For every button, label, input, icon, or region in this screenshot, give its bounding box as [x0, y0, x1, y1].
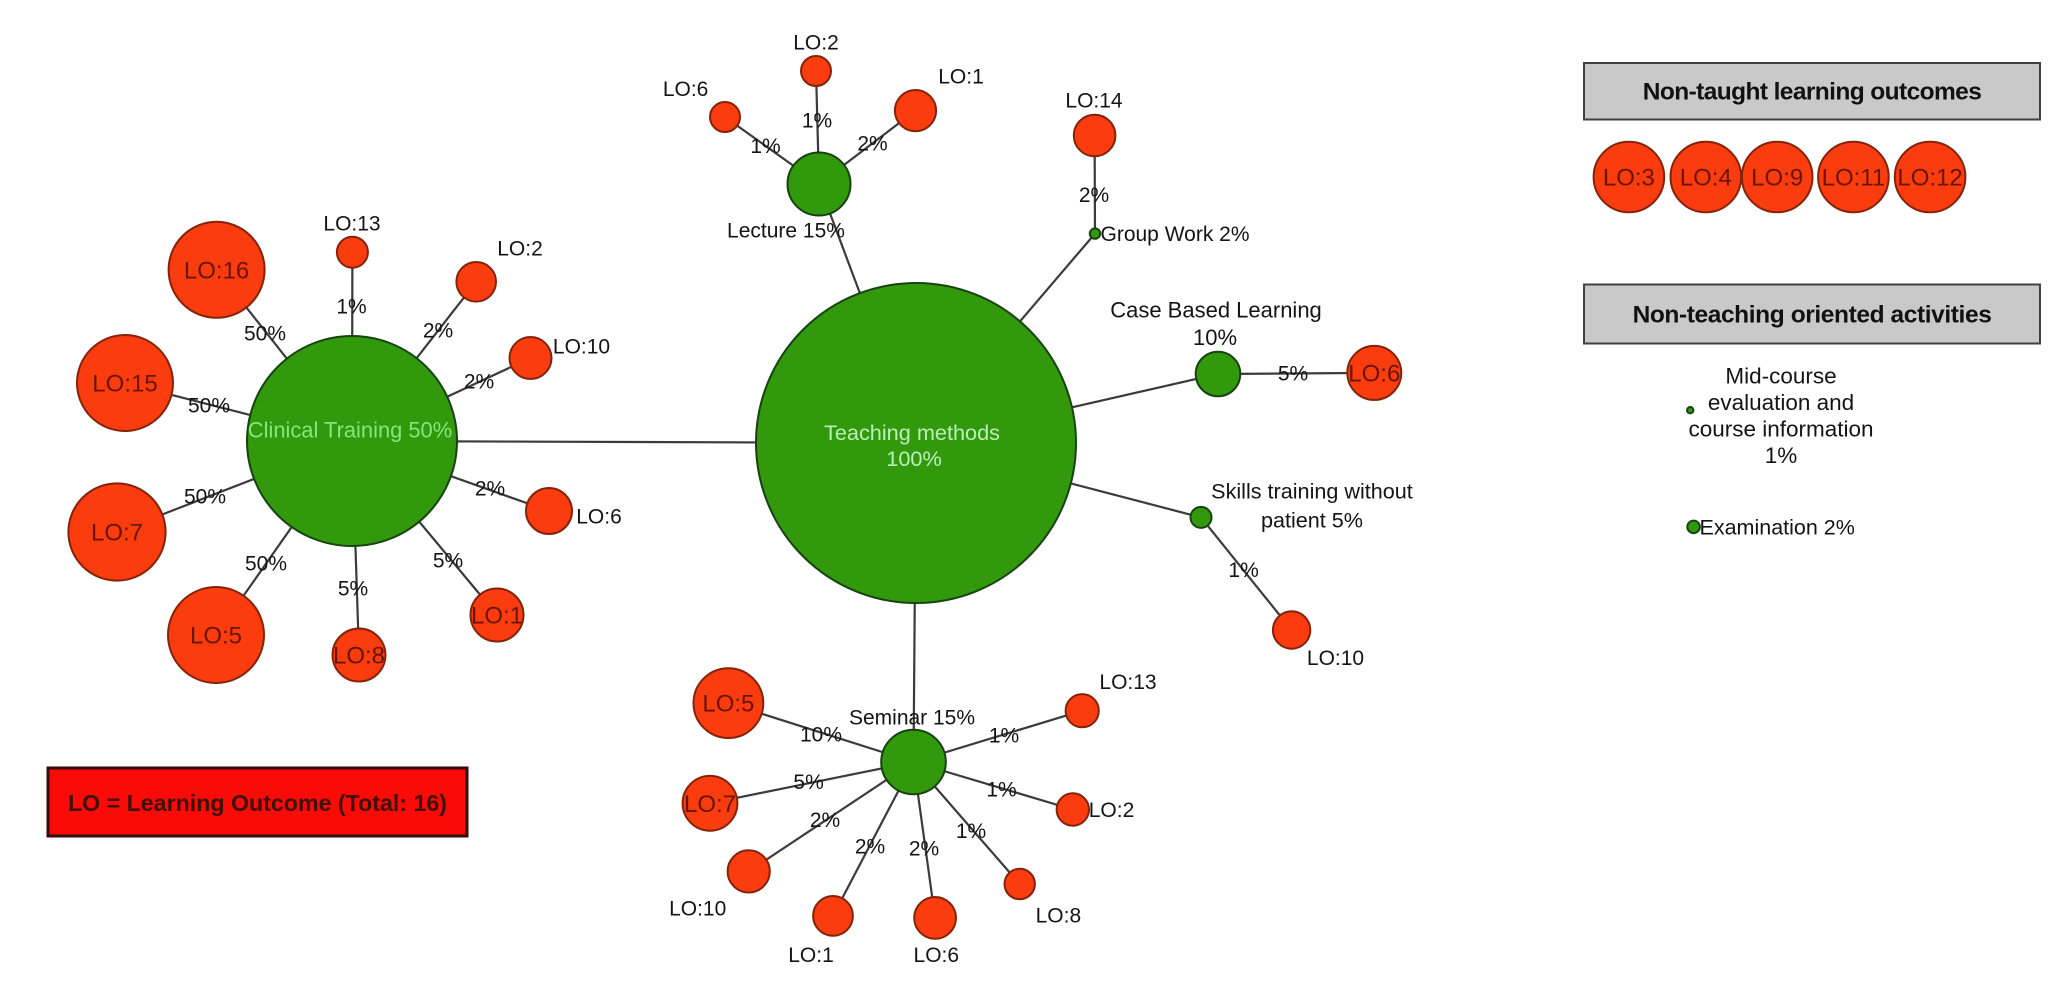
svg-text:LO:13: LO:13 [1099, 671, 1156, 694]
svg-text:2%: 2% [909, 838, 939, 861]
svg-text:LO:13: LO:13 [323, 213, 380, 236]
svg-text:1%: 1% [802, 110, 832, 133]
svg-text:Case Based Learning: Case Based Learning [1110, 298, 1322, 323]
svg-text:LO:5: LO:5 [702, 691, 754, 718]
svg-text:LO:5: LO:5 [190, 623, 242, 650]
svg-text:LO:12: LO:12 [1897, 165, 1962, 192]
svg-text:LO = Learning Outcome (Total:: LO = Learning Outcome (Total: 16) [68, 790, 447, 816]
svg-text:Teaching methods: Teaching methods [824, 420, 1000, 445]
svg-text:2%: 2% [423, 320, 453, 343]
svg-text:2%: 2% [464, 371, 494, 394]
svg-text:Non-teaching oriented activiti: Non-teaching oriented activities [1633, 302, 1992, 329]
svg-text:Lecture 15%: Lecture 15% [727, 220, 845, 243]
svg-text:5%: 5% [1278, 363, 1308, 386]
svg-text:LO:6: LO:6 [576, 506, 622, 529]
svg-text:LO:11: LO:11 [1822, 165, 1886, 192]
svg-text:LO:8: LO:8 [1036, 905, 1082, 928]
svg-text:2%: 2% [475, 478, 505, 501]
svg-text:50%: 50% [188, 395, 230, 418]
svg-text:LO:2: LO:2 [497, 238, 543, 261]
svg-text:LO:6: LO:6 [663, 78, 709, 101]
svg-text:Group Work 2%: Group Work 2% [1101, 223, 1250, 246]
svg-text:5%: 5% [793, 771, 823, 794]
svg-text:Skills training without: Skills training without [1211, 479, 1413, 504]
svg-text:50%: 50% [184, 486, 226, 509]
svg-text:1%: 1% [750, 135, 780, 158]
svg-text:course information: course information [1688, 416, 1873, 441]
svg-text:10%: 10% [800, 724, 842, 747]
svg-text:LO:1: LO:1 [788, 944, 834, 967]
svg-text:2%: 2% [1079, 184, 1109, 207]
svg-text:LO:3: LO:3 [1603, 165, 1655, 192]
svg-text:LO:10: LO:10 [553, 336, 610, 359]
svg-text:2%: 2% [810, 809, 840, 832]
svg-text:1%: 1% [956, 820, 986, 843]
svg-text:2%: 2% [855, 836, 885, 859]
svg-text:LO:2: LO:2 [793, 32, 839, 55]
svg-text:Seminar 15%: Seminar 15% [849, 707, 975, 730]
svg-text:Non-taught learning outcomes: Non-taught learning outcomes [1643, 79, 1981, 106]
svg-text:patient 5%: patient 5% [1261, 508, 1363, 533]
svg-text:LO:2: LO:2 [1089, 799, 1135, 822]
svg-text:1%: 1% [989, 725, 1019, 748]
svg-text:5%: 5% [433, 550, 463, 573]
svg-text:100%: 100% [886, 446, 941, 471]
svg-text:evaluation and: evaluation and [1708, 390, 1854, 415]
svg-text:LO:15: LO:15 [92, 371, 157, 398]
svg-text:LO:7: LO:7 [684, 791, 736, 818]
svg-text:LO:7: LO:7 [91, 520, 143, 547]
svg-text:LO:6: LO:6 [1348, 360, 1400, 387]
svg-text:2%: 2% [857, 133, 887, 156]
svg-text:Clinical Training 50%: Clinical Training 50% [248, 418, 452, 443]
svg-text:LO:9: LO:9 [1751, 165, 1803, 192]
svg-text:Mid-course: Mid-course [1725, 363, 1836, 388]
svg-text:LO:1: LO:1 [938, 66, 984, 89]
svg-text:LO:8: LO:8 [333, 643, 385, 670]
svg-text:LO:10: LO:10 [1307, 647, 1364, 670]
svg-text:LO:1: LO:1 [471, 603, 523, 630]
svg-text:10%: 10% [1193, 325, 1237, 350]
svg-text:1%: 1% [986, 778, 1016, 801]
svg-text:1%: 1% [1765, 443, 1798, 468]
svg-text:Examination 2%: Examination 2% [1700, 515, 1855, 539]
svg-text:LO:14: LO:14 [1065, 90, 1123, 113]
svg-text:50%: 50% [245, 553, 287, 576]
svg-text:1%: 1% [1228, 559, 1258, 582]
svg-text:50%: 50% [244, 323, 286, 346]
svg-text:LO:6: LO:6 [914, 944, 960, 967]
svg-text:LO:16: LO:16 [184, 257, 249, 284]
svg-text:1%: 1% [336, 296, 366, 319]
svg-text:LO:10: LO:10 [669, 898, 726, 921]
svg-text:5%: 5% [338, 578, 368, 601]
svg-text:LO:4: LO:4 [1680, 165, 1732, 192]
